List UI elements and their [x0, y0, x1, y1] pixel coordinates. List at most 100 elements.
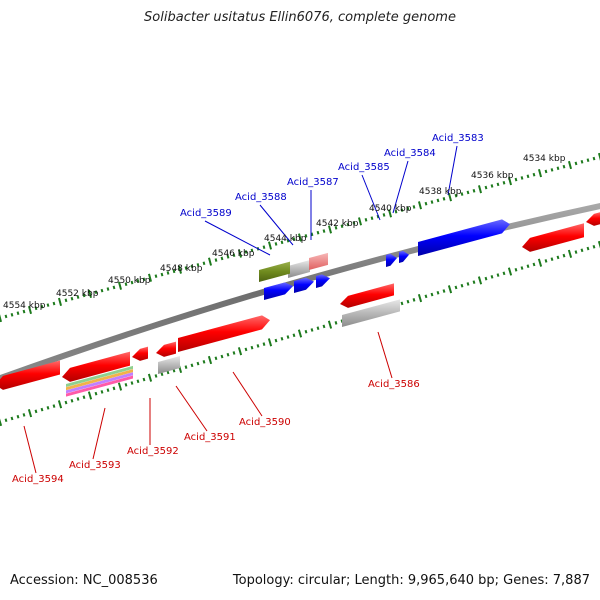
inner-tick: [292, 333, 296, 338]
reverse-gene-label: Acid_3592: [127, 446, 179, 457]
inner-tick: [580, 248, 584, 253]
forward-gene-arrow: [386, 253, 397, 267]
inner-tick: [520, 266, 524, 270]
outer-tick: [267, 241, 273, 250]
outer-tick: [196, 263, 200, 267]
inner-tick: [532, 262, 536, 267]
reverse-gene-leader: [377, 331, 393, 379]
outer-tick: [322, 229, 326, 233]
inner-tick: [280, 336, 284, 341]
outer-tick: [172, 269, 176, 274]
inner-tick: [304, 329, 308, 334]
inner-tick: [297, 329, 303, 338]
outer-tick: [502, 180, 506, 185]
outer-tick: [370, 216, 374, 220]
inner-tick: [472, 280, 476, 284]
stacked-feature-band: [66, 375, 133, 397]
inner-tick: [574, 250, 578, 254]
inner-tick: [400, 301, 404, 306]
scale-label: 4550 kbp: [108, 276, 151, 286]
outer-tick: [177, 265, 183, 274]
outer-tick: [117, 281, 123, 290]
forward-gene-leader: [259, 204, 294, 246]
outer-tick: [550, 168, 554, 172]
inner-tick: [490, 275, 494, 279]
inner-tick: [550, 257, 554, 261]
inner-tick: [64, 400, 68, 405]
scale-label: 4552 kbp: [56, 289, 99, 299]
outer-tick: [94, 290, 98, 295]
reverse-gene-arrow: [0, 360, 60, 390]
inner-tick: [310, 328, 314, 332]
forward-gene-label: Acid_3583: [432, 133, 484, 144]
outer-tick: [124, 282, 128, 286]
inner-tick: [214, 356, 218, 361]
inner-tick: [267, 338, 273, 347]
forward-gene-arrow: [294, 277, 314, 293]
inner-tick: [130, 381, 134, 385]
inner-tick: [76, 397, 80, 401]
forward-gene-leader: [361, 174, 381, 221]
outer-tick: [280, 240, 284, 245]
inner-tick: [442, 289, 446, 293]
inner-tick: [417, 293, 423, 303]
inner-tick: [87, 391, 93, 400]
outer-tick: [496, 182, 500, 187]
inner-tick: [40, 407, 44, 412]
outer-tick: [340, 224, 344, 229]
outer-tick: [514, 177, 518, 182]
reverse-gene-arrow: [586, 212, 600, 226]
inner-tick: [57, 400, 63, 409]
outer-tick: [232, 253, 236, 258]
outer-tick: [207, 257, 213, 266]
outer-tick: [106, 287, 110, 291]
outer-tick: [460, 192, 464, 196]
outer-tick: [484, 185, 488, 190]
outer-tick: [507, 177, 513, 186]
inner-tick: [562, 253, 566, 258]
inner-tick: [244, 347, 248, 352]
outer-tick: [436, 198, 440, 203]
outer-tick: [46, 303, 50, 307]
outer-tick: [10, 312, 14, 317]
inner-tick: [136, 379, 140, 384]
outer-tick: [27, 305, 33, 315]
forward-gene-label: Acid_3585: [338, 162, 390, 173]
inner-tick: [202, 360, 206, 364]
outer-tick: [82, 293, 86, 298]
inner-tick: [502, 271, 506, 276]
inner-tick: [586, 246, 590, 251]
forward-gene-label: Acid_3584: [384, 148, 436, 159]
stacked-feature-band: [66, 372, 133, 394]
inner-tick: [460, 283, 464, 288]
inner-tick: [147, 373, 153, 382]
outer-tick: [147, 273, 153, 282]
scale-label: 4538 kbp: [419, 187, 462, 197]
outer-tick: [274, 242, 278, 246]
inner-tick: [514, 267, 518, 272]
outer-tick: [16, 311, 20, 315]
inner-tick: [160, 372, 164, 377]
scale-label: 4544 kbp: [264, 234, 307, 244]
inner-tick: [22, 413, 26, 417]
scale-label: 4540 kbp: [369, 204, 412, 214]
outer-tick: [297, 233, 303, 242]
olive-feature: [259, 261, 290, 282]
outer-tick: [76, 295, 80, 299]
outer-tick: [580, 160, 584, 164]
outer-tick: [237, 249, 243, 258]
inner-tick: [424, 294, 428, 299]
forward-gene-label: Acid_3588: [235, 192, 287, 203]
inner-tick: [286, 335, 290, 339]
outer-tick: [334, 226, 338, 230]
inner-tick: [322, 324, 326, 329]
label-callouts: Acid_3583Acid_3584Acid_3585Acid_3587Acid…: [12, 133, 484, 485]
inner-tick: [454, 285, 458, 290]
accession-text: Accession: NC_008536: [10, 573, 158, 588]
inner-tick: [537, 258, 543, 267]
scale-label: 4534 kbp: [523, 154, 566, 164]
outer-tick: [352, 221, 356, 225]
outer-tick: [57, 297, 63, 307]
outer-tick: [184, 266, 188, 270]
